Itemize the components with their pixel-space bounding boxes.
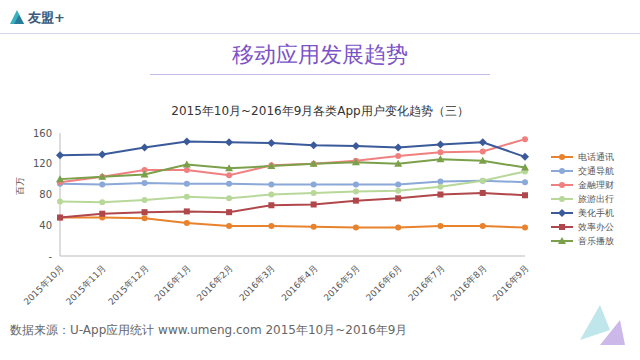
svg-text:-: - [48, 251, 52, 262]
html-text:2015年10月~2016年9月各类App用户变化趋势（三）: 2015年10月~2016年9月各类App用户变化趋势（三） [171, 104, 469, 118]
svg-text:2016年4月: 2016年4月 [280, 263, 320, 303]
svg-text:百万: 百万 [15, 177, 25, 195]
svg-text:2016年6月: 2016年6月 [364, 263, 404, 303]
svg-text:2016年2月: 2016年2月 [195, 263, 235, 303]
svg-text:80: 80 [39, 189, 52, 200]
html-text:友盟+: 友盟+ [28, 10, 65, 25]
svg-text:160: 160 [33, 128, 52, 139]
svg-text:2016年5月: 2016年5月 [322, 263, 362, 303]
html-text:数据来源：U-App应用统计 www.umeng.com 2: 数据来源：U-App应用统计 www.umeng.com 2015年10月~20… [10, 323, 408, 337]
html-text:金融理财: 金融理财 [578, 179, 614, 190]
svg-text:2015年10月: 2015年10月 [22, 263, 66, 307]
svg-text:40: 40 [39, 220, 52, 231]
svg-text:2016年3月: 2016年3月 [237, 263, 277, 303]
svg-text:2015年11月: 2015年11月 [64, 263, 108, 307]
html-text:效率办公: 效率办公 [578, 221, 614, 232]
html-text:移动应用发展趋势: 移动应用发展趋势 [232, 42, 408, 67]
svg-text:2016年1月: 2016年1月 [153, 263, 193, 303]
html-text:旅游出行: 旅游出行 [578, 193, 614, 204]
svg-text:2016年7月: 2016年7月 [406, 263, 446, 303]
html-text:音乐播放: 音乐播放 [578, 235, 614, 246]
html-text:美化手机: 美化手机 [578, 207, 614, 218]
html-text:交通导航: 交通导航 [578, 165, 614, 176]
svg-text:2016年9月: 2016年9月 [491, 263, 531, 303]
html-text:电话通讯: 电话通讯 [578, 151, 614, 162]
svg-text:120: 120 [33, 158, 52, 169]
svg-text:2015年12月: 2015年12月 [106, 263, 150, 307]
svg-text:2016年8月: 2016年8月 [449, 263, 489, 303]
